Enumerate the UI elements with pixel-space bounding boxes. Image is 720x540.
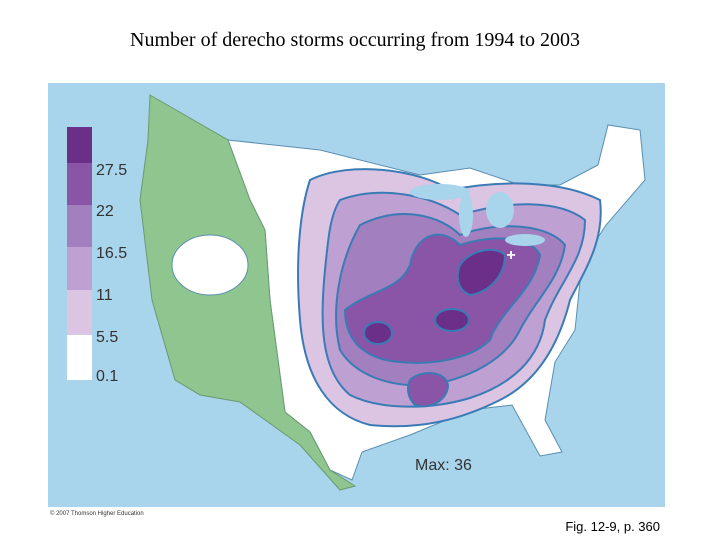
legend-swatch [67, 205, 92, 247]
legend-swatch [67, 127, 92, 163]
contour-27-5 [363, 321, 393, 345]
legend [67, 127, 92, 380]
lake [505, 234, 545, 246]
legend-swatch [67, 290, 92, 335]
legend-label: 22 [96, 203, 114, 220]
contour-22 [406, 372, 450, 408]
lake [459, 193, 473, 237]
legend-swatch [67, 163, 92, 205]
contour-27-5 [456, 248, 507, 297]
legend-label: 11 [96, 287, 113, 304]
legend-labels: 27.5 22 16.5 11 5.5 0.1 [96, 162, 127, 385]
legend-label: 16.5 [96, 245, 127, 262]
white-area [171, 234, 249, 296]
legend-swatch [67, 247, 92, 290]
caption: Fig. 12-9, p. 360 [565, 519, 660, 534]
legend-label: 5.5 [96, 329, 118, 346]
copyright: © 2007 Thomson Higher Education [50, 510, 144, 517]
title: Number of derecho storms occurring from … [130, 29, 580, 51]
west-region [139, 94, 357, 491]
legend-label: 27.5 [96, 162, 127, 179]
max-label: Max: 36 [415, 457, 472, 474]
max-marker: + [506, 247, 515, 264]
contour-27-5 [434, 308, 470, 332]
legend-swatch [67, 335, 92, 380]
legend-label: 0.1 [96, 368, 118, 385]
lake [410, 184, 470, 200]
lake [486, 192, 514, 228]
